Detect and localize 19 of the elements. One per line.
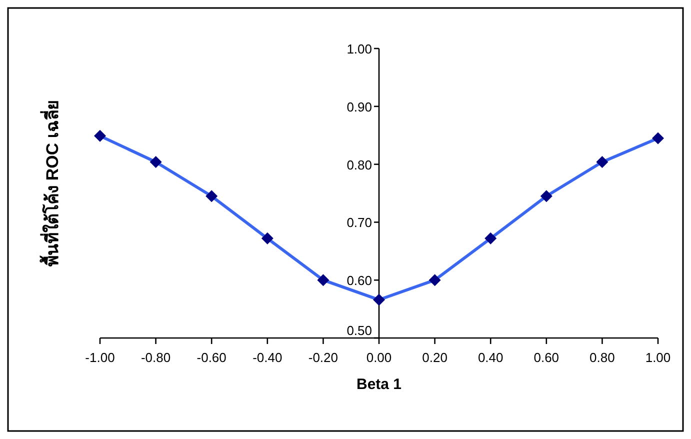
x-tick-label: 0.60: [534, 350, 560, 365]
x-tick-label: 1.00: [645, 350, 671, 365]
x-tick-label: -0.40: [252, 350, 282, 365]
x-tick-label: -0.80: [140, 350, 171, 365]
y-tick-label: 0.70: [346, 215, 372, 230]
x-tick-label: -1.00: [85, 350, 115, 365]
x-tick-label: 0.20: [422, 350, 448, 365]
x-tick-label: 0.80: [590, 350, 615, 365]
x-tick-label: 0.40: [478, 350, 504, 365]
y-tick-label: 0.80: [346, 157, 372, 172]
x-axis-title: Beta 1: [356, 376, 402, 393]
y-axis-title: พื้นที่ใต้โค้ง ROC เฉลี่ย: [39, 100, 62, 266]
y-tick-label: 0.60: [346, 273, 372, 288]
x-tick-label: -0.60: [196, 350, 226, 365]
y-tick-label: 0.90: [346, 99, 372, 114]
x-tick-label: -0.20: [308, 350, 338, 365]
x-tick-label: 0.00: [366, 350, 392, 365]
y-tick-label: 1.00: [346, 42, 372, 56]
y-tick-label: 0.50: [346, 323, 372, 338]
